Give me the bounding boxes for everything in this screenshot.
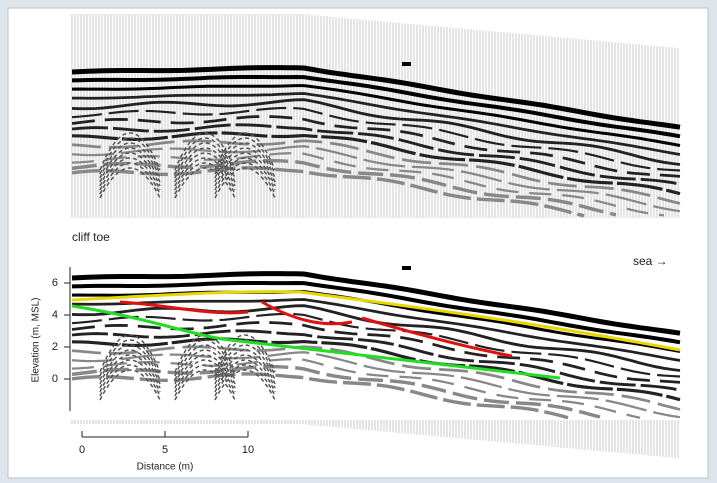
hyperbola [174,142,236,179]
hyperbola [214,349,276,385]
hyperbola [214,344,276,381]
hyperbola [174,137,236,175]
reflection-band [72,298,681,362]
reflection-band [71,358,641,419]
x-tick-label: 0 [79,444,85,456]
hyperbola [214,334,276,373]
hyperbola [214,157,276,191]
reflection-band [71,139,681,205]
hyperbola [99,152,161,187]
hyperbola [174,344,236,381]
reflection-band [71,74,681,139]
reflection-band [71,329,681,392]
x-axis-label: Distance (m) [137,462,194,473]
y-tick-label: 4 [52,309,58,321]
hyperbola [214,339,276,377]
hyperbola [214,132,276,171]
x-tick-label: 10 [242,444,254,456]
hyperbola [174,167,236,199]
hyperbola [174,162,236,195]
reflection-band [71,372,569,420]
reflection-band [71,115,681,178]
y-axis-label: Elevation (m, MSL) [31,297,42,382]
reflection-band [71,351,681,419]
annotation: cliff toe [72,230,110,244]
hyperbola [174,152,236,187]
hyperbola [214,142,276,179]
hyperbola [99,334,161,373]
hyperbola [214,137,276,175]
x-tick-label: 5 [162,444,168,456]
reflection-band [71,106,681,172]
reflection-band [71,280,681,345]
reflection-band [71,166,585,218]
marker [402,62,411,66]
hyperbola [174,364,236,397]
hyperbola [214,167,276,199]
hyperbola [99,167,161,199]
hyperbola [99,339,161,377]
y-tick-label: 0 [52,373,58,385]
reflection-band [71,84,681,147]
hyperbola [174,339,236,377]
hyperbola [99,354,161,389]
hyperbola [214,152,276,187]
radargram-bottom [71,266,681,459]
reflection-band [71,345,681,411]
reflection-band [71,131,681,196]
hyperbola [214,369,276,401]
hyperbola [99,157,161,191]
hyperbola [174,369,236,401]
hyperbola [99,344,161,381]
hyperbola [174,354,236,389]
hyperbola [174,349,236,385]
reflection-band [72,92,681,156]
reflection-band [71,337,681,402]
reflector-yellow [71,290,681,352]
hyperbola [99,162,161,195]
radargram-top [71,14,681,218]
hyperbola [99,359,161,393]
hyperbola [174,132,236,171]
reflection-band [71,123,681,186]
hyperbola [174,147,236,183]
hyperbola [99,364,161,397]
reflection-band [71,145,681,213]
hyperbola [214,147,276,183]
hyperbola [99,147,161,183]
marker [402,266,411,270]
hyperbola [99,132,161,171]
y-tick-label: 2 [52,341,58,353]
reflection-band [71,158,617,217]
reflection-band [71,65,681,130]
reflector-green [71,304,561,380]
hyperbola [99,142,161,179]
hyperbola [99,349,161,385]
reflection-band [71,98,681,166]
y-tick-label: 6 [52,277,58,289]
hyperbola [99,137,161,175]
reflection-band [71,152,665,217]
hyperbola [214,162,276,195]
reflection-band [71,312,681,378]
hyperbola [214,359,276,393]
reflector-red [119,300,513,358]
hyperbola [214,354,276,389]
hyperbola [99,369,161,401]
reflection-band [71,271,681,336]
annotation: sea → [633,254,668,268]
hyperbola [214,364,276,397]
